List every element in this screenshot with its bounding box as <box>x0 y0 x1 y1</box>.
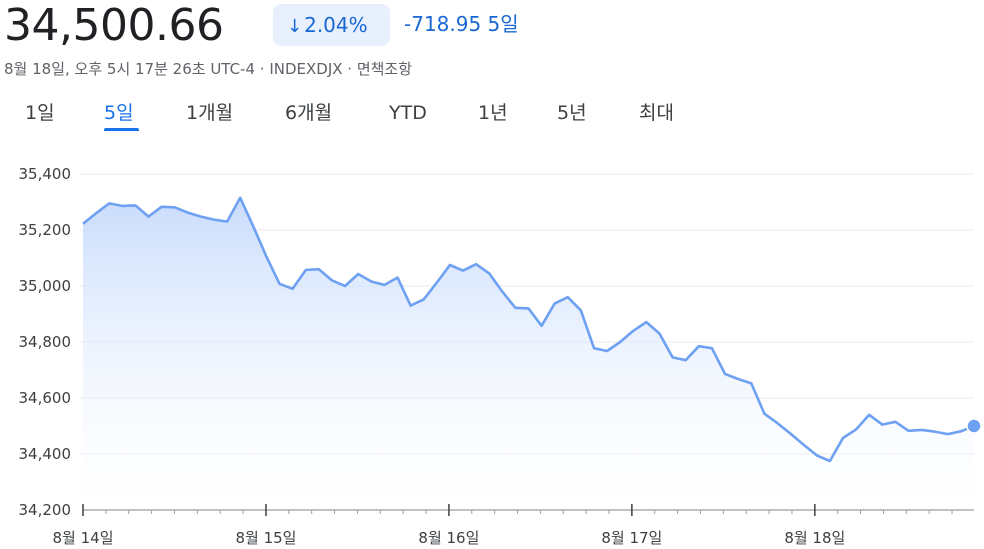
price-area-fill <box>83 197 974 511</box>
y-tick-label: 34,800 <box>19 333 72 351</box>
tab-6m[interactable]: 6개월 <box>285 102 333 124</box>
x-tick-label: 8월 18일 <box>784 529 845 547</box>
current-value-marker <box>966 418 982 434</box>
change-percent: 2.04% <box>304 13 368 37</box>
y-tick-label: 34,600 <box>19 389 72 407</box>
tab-5y[interactable]: 5년 <box>557 102 587 124</box>
y-tick-label: 34,400 <box>19 445 72 463</box>
x-tick-label: 8월 14일 <box>53 529 114 547</box>
price-line <box>82 196 975 463</box>
x-tick-label: 8월 15일 <box>235 529 296 547</box>
price-metadata: 8월 18일, 오후 5시 17분 26초 UTC-4 · INDEXDJX ·… <box>4 60 413 78</box>
y-tick-label: 34,200 <box>19 501 72 519</box>
y-tick-label: 35,200 <box>19 221 72 239</box>
current-price: 34,500.66 <box>4 0 224 51</box>
y-tick-label: 35,400 <box>19 165 72 183</box>
tab-1d[interactable]: 1일 <box>25 102 55 124</box>
y-tick-label: 35,000 <box>19 277 72 295</box>
tab-ytd[interactable]: YTD <box>389 102 427 124</box>
x-tick-label: 8월 16일 <box>418 529 479 547</box>
tab-max[interactable]: 최대 <box>639 102 674 124</box>
down-arrow-icon: ↓ <box>287 16 303 37</box>
active-tab-indicator <box>104 128 139 131</box>
tab-5d[interactable]: 5일 <box>104 102 134 124</box>
change-percent-badge: ↓ 2.04% <box>273 4 390 46</box>
time-range-tabs: 1일 5일 1개월 6개월 YTD 1년 5년 최대 <box>0 96 984 136</box>
tab-1m[interactable]: 1개월 <box>186 102 234 124</box>
x-tick-label: 8월 17일 <box>601 529 662 547</box>
change-value: -718.95 5일 <box>404 12 519 36</box>
tab-1y[interactable]: 1년 <box>478 102 508 124</box>
